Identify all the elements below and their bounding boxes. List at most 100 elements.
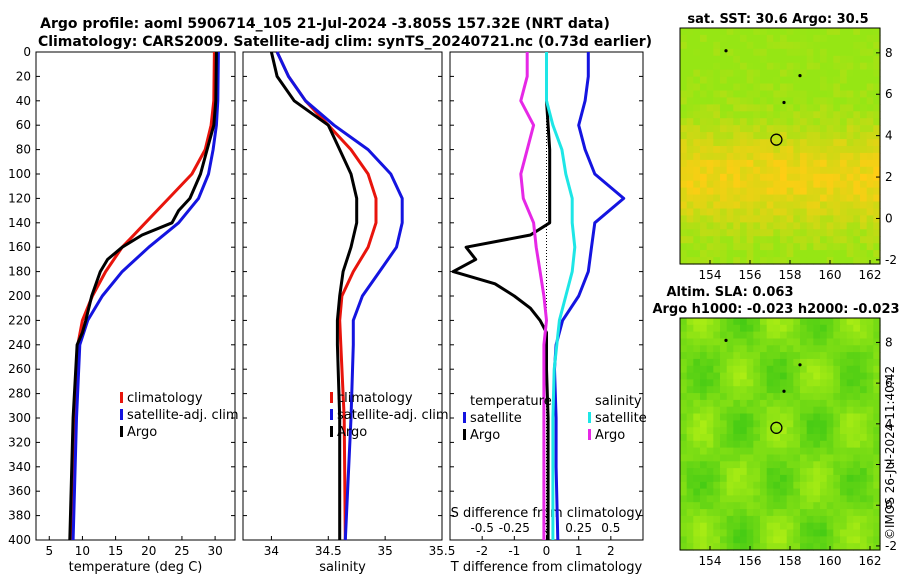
map-cell <box>733 495 741 503</box>
map-cell <box>693 543 701 551</box>
map-cell <box>860 229 868 237</box>
map-cell <box>713 215 721 223</box>
map-cell <box>706 55 714 64</box>
map-cell <box>680 399 688 408</box>
map-cell <box>773 468 781 476</box>
map-cell <box>820 318 828 326</box>
map-cell <box>713 55 721 64</box>
map-cell <box>840 406 848 415</box>
map-cell <box>860 208 868 216</box>
map-cell <box>760 481 768 490</box>
map-cell <box>873 41 881 50</box>
map-cell <box>720 104 728 112</box>
diff-legend-left-label: Argo <box>470 428 500 443</box>
map-cell <box>833 331 841 339</box>
map-cell <box>760 139 768 147</box>
map-cell <box>826 152 834 161</box>
map-cell <box>740 522 748 531</box>
map-cell <box>686 386 694 394</box>
map-cell <box>753 502 761 510</box>
map-cell <box>693 447 701 455</box>
s-tick-label: 0.5 <box>601 521 620 535</box>
map-cell <box>800 393 808 401</box>
map-cell <box>793 76 801 85</box>
map-cell <box>780 236 788 244</box>
map-cell <box>840 468 848 476</box>
map-cell <box>813 447 821 455</box>
map-cell <box>873 406 881 415</box>
map-cell <box>793 173 801 182</box>
map-cell <box>680 481 688 490</box>
map-cell <box>840 434 848 442</box>
map-cell <box>840 345 848 353</box>
map-cell <box>846 454 854 462</box>
map-cell <box>680 434 688 442</box>
map-cell <box>693 48 701 57</box>
map-cell <box>846 420 854 428</box>
map-cell <box>766 522 774 531</box>
map-cell <box>766 365 774 374</box>
map-cell <box>866 481 874 490</box>
map-cell <box>866 358 874 367</box>
map-cell <box>726 522 734 531</box>
map-cell <box>773 194 781 203</box>
map-cell <box>740 379 748 387</box>
map-cell <box>733 481 741 490</box>
map-cell <box>833 194 841 203</box>
map-cell <box>700 250 708 258</box>
map-cell <box>773 201 781 209</box>
map-cell <box>733 69 741 78</box>
map-cell <box>680 104 688 112</box>
map-cell <box>706 152 714 161</box>
map-cell <box>853 139 861 147</box>
map-cell <box>773 413 781 421</box>
map-cell <box>813 502 821 510</box>
map-cell <box>833 434 841 442</box>
map-cell <box>680 440 688 449</box>
map-cell <box>760 90 768 98</box>
map-cell <box>746 236 754 244</box>
map-cell <box>733 413 741 421</box>
map-cell <box>693 201 701 209</box>
map-cell <box>686 331 694 339</box>
map-cell <box>680 515 688 524</box>
map-cell <box>840 420 848 428</box>
map-cell <box>686 481 694 490</box>
map-cell <box>726 118 734 126</box>
map-cell <box>820 509 828 517</box>
map-cell <box>680 250 688 258</box>
map-cell <box>800 399 808 408</box>
map-cell <box>820 180 828 189</box>
map-cell <box>846 180 854 189</box>
map-cell <box>846 41 854 50</box>
map-cell <box>793 125 801 133</box>
map-cell <box>860 488 868 496</box>
map-cell <box>826 104 834 112</box>
map-cell <box>793 208 801 216</box>
map-cell <box>686 338 694 346</box>
map-cell <box>826 365 834 374</box>
map-cell <box>833 522 841 531</box>
map-cell <box>780 393 788 401</box>
map-cell <box>713 250 721 258</box>
map-cell <box>860 481 868 490</box>
y-tick-label: 360 <box>8 484 31 498</box>
map-cell <box>833 543 841 551</box>
map-cell <box>766 48 774 57</box>
map-cell <box>780 372 788 380</box>
map-cell <box>753 146 761 154</box>
map-cell <box>820 215 828 223</box>
map-cell <box>773 393 781 401</box>
map-cell <box>693 399 701 408</box>
map-cell <box>720 152 728 161</box>
map-cell <box>853 97 861 105</box>
map-cell <box>833 406 841 415</box>
map-cell <box>766 338 774 346</box>
map-cell <box>820 250 828 258</box>
map-cell <box>733 447 741 455</box>
map-cell <box>826 83 834 91</box>
map-cell <box>746 152 754 161</box>
map-cell <box>686 104 694 112</box>
map-cell <box>793 111 801 119</box>
island-marker <box>724 338 728 342</box>
